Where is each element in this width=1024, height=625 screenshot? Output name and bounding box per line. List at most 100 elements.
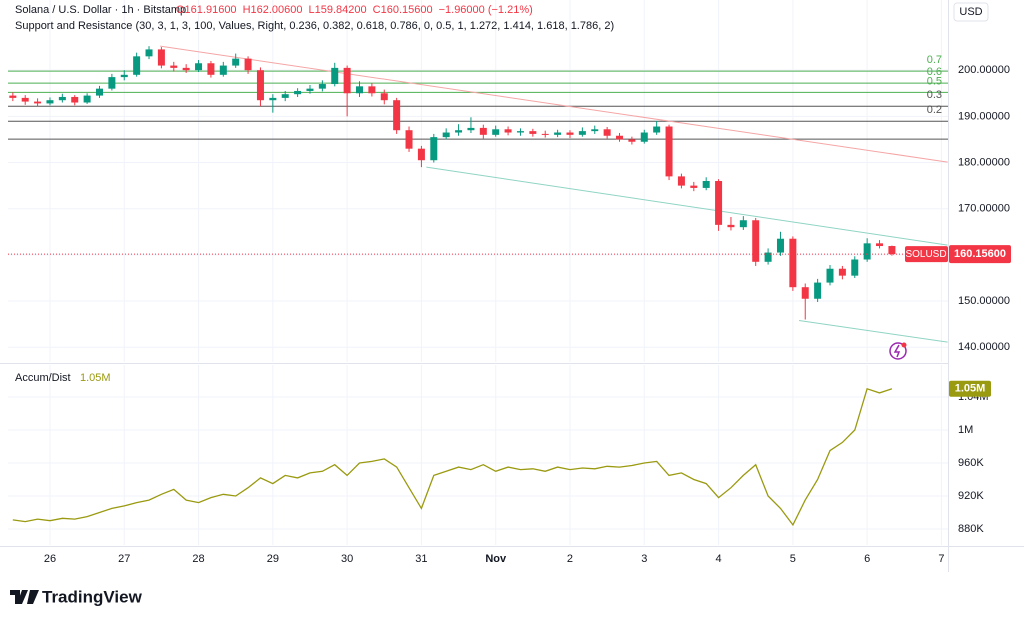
candle-body (318, 84, 326, 89)
x-tick-label: 28 (192, 553, 204, 565)
level-label: 0.6 (927, 66, 942, 78)
ohlc-value: C160.15600 (373, 4, 433, 16)
candle-body (21, 97, 29, 102)
currency[interactable]: USD (959, 6, 982, 18)
ohlc-value: L159.84200 (309, 4, 367, 16)
candle-body (380, 93, 388, 101)
currency-button[interactable] (953, 2, 989, 22)
candle-body (405, 130, 413, 149)
candle-body (306, 88, 314, 91)
candle-body (393, 100, 401, 131)
level-label: 0.7 (927, 54, 942, 66)
candle-body (504, 129, 512, 133)
y-tick-label: 180.00000 (958, 156, 1010, 168)
candle-body (34, 101, 42, 104)
candle-body (554, 132, 562, 135)
x-tick-label: 5 (790, 553, 796, 565)
price-label: 160.15600 (954, 248, 1006, 260)
candle-body (133, 56, 141, 75)
candle-body (343, 67, 351, 94)
candle-body (876, 243, 884, 247)
x-tick-label: 6 (864, 553, 870, 565)
candle-body (752, 220, 760, 262)
x-tick-label: 7 (938, 553, 944, 565)
logo-text: TradingView (42, 587, 143, 606)
indicator-legend-value: 1.05M (80, 372, 111, 384)
candle-body (677, 176, 685, 186)
candle-body (294, 90, 302, 95)
ticker-box (905, 246, 948, 263)
ticker-label: SOLUSD (905, 249, 946, 260)
flash-bolt[interactable] (893, 344, 901, 358)
candle-body (764, 252, 772, 262)
candle-body (195, 63, 203, 71)
candle-body (566, 132, 574, 135)
candle-body (640, 132, 648, 142)
candle-body (801, 287, 809, 299)
candle-body (851, 259, 859, 276)
trendline (426, 166, 948, 246)
x-tick-label: 30 (341, 553, 353, 565)
candle-body (826, 268, 834, 283)
y-tick-label: 170.00000 (958, 203, 1010, 215)
candle-body (455, 130, 463, 133)
candle-body (219, 65, 227, 75)
ad-value-label: 1.05M (955, 383, 986, 395)
candle-body (739, 220, 747, 228)
flash-dot[interactable] (901, 342, 907, 348)
candle-body (157, 49, 165, 66)
candle-body (591, 129, 599, 132)
y-tick-label: 140.00000 (958, 341, 1010, 353)
x-tick-label: Nov (485, 553, 507, 565)
indicator-legend: Accum/Dist (15, 372, 71, 384)
y-tick-label: 880K (958, 523, 984, 535)
change: −1.96000 (−1.21%) (439, 4, 533, 16)
y-tick-label: 920K (958, 490, 984, 502)
y-tick-label: 960K (958, 457, 984, 469)
logo-mark (10, 590, 39, 604)
candle-body (814, 282, 822, 299)
candle-body (442, 132, 450, 138)
ohlc-value: O161.91600 (176, 4, 237, 16)
x-tick-label: 4 (716, 553, 722, 565)
candle-body (838, 268, 846, 276)
candle-body (108, 77, 116, 89)
candle-body (479, 127, 487, 135)
flash-circle[interactable] (889, 342, 907, 360)
candle-body (145, 49, 153, 57)
ohlc-legend: O161.91600 H162.00600 L159.84200 C160.15600… (176, 4, 533, 16)
candle-body (83, 95, 91, 103)
y-tick-label: 1M (958, 424, 973, 436)
candle-body (863, 243, 871, 260)
plot: 26 27 28 29 30 31 Nov 2 3 4 5 6 7 140.00000 150.00000 1… (8, 0, 1011, 565)
level-label: 0.5 (927, 75, 942, 87)
candle-body (715, 181, 723, 225)
candle-body (578, 131, 586, 135)
candle-body (356, 86, 364, 94)
x-tick-label: 27 (118, 553, 130, 565)
candle-body (46, 100, 54, 104)
candle-body (665, 126, 673, 177)
ad-value-box (949, 380, 991, 397)
candle-body (616, 135, 624, 140)
candle-body (331, 67, 339, 85)
candle-body (888, 246, 896, 255)
flash-icon[interactable] (889, 342, 907, 360)
candle-body (182, 67, 190, 71)
symbol-title: Solana / U.S. Dollar · 1h · Bitstamp (15, 4, 186, 16)
candle-body (529, 131, 537, 134)
x-tick-label: 3 (641, 553, 647, 565)
candle-body (269, 97, 277, 101)
candle-body (653, 126, 661, 133)
level-label: 0.3 (927, 89, 942, 101)
candle-body (541, 133, 549, 135)
candle-body (727, 224, 735, 228)
candle-body (170, 65, 178, 68)
candle-body (120, 74, 128, 78)
candle-body (232, 58, 240, 66)
candle-body (417, 148, 425, 161)
indicator-title: Support and Resistance (30, 3, 1, 3, 100… (15, 20, 614, 32)
y-tick-label: 200.00000 (958, 64, 1010, 76)
